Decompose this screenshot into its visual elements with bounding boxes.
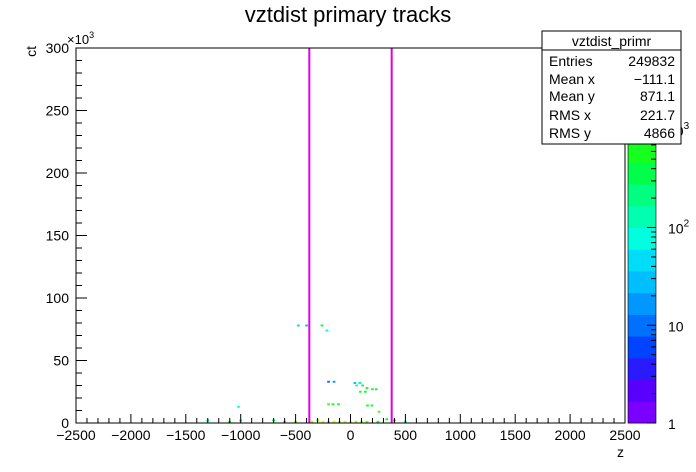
stats-mean-x-value: −111.1	[634, 71, 675, 87]
colorbar-segment	[628, 140, 656, 163]
colorbar-tick-label: 1	[668, 416, 676, 432]
x-tick-label: 1500	[500, 427, 531, 443]
heatmap-cell	[371, 388, 374, 391]
y-tick-label: 0	[61, 415, 69, 431]
colorbar: 110102103	[627, 31, 690, 432]
heatmap-cell	[343, 420, 347, 423]
heatmap-cell	[358, 382, 362, 384]
colorbar-segment	[628, 292, 656, 315]
heatmap-cell	[385, 418, 389, 421]
x-tick-label: 2000	[555, 427, 586, 443]
y-axis-multiplier: ×103	[67, 30, 94, 47]
x-axis-label: z	[617, 444, 624, 460]
colorbar-segment	[628, 314, 656, 337]
x-tick-label: 2500	[609, 427, 640, 443]
colorbar-tick-label: 10	[668, 318, 684, 334]
heatmap-cell	[363, 390, 367, 393]
heatmap-cell	[237, 405, 240, 408]
stats-rms-x-value: 221.7	[640, 107, 675, 123]
stats-entries-value: 249832	[628, 53, 675, 69]
stats-mean-x-label: Mean x	[549, 71, 595, 87]
stats-rms-y-label: RMS y	[549, 125, 591, 141]
heatmap-cell	[332, 420, 336, 423]
y-axis-multiplier-exponent: 3	[89, 30, 94, 40]
heatmap-cell	[366, 404, 369, 407]
y-tick-label: 50	[53, 353, 69, 369]
heatmap-cell	[376, 420, 380, 423]
colorbar-segment	[628, 227, 656, 250]
plot-background	[76, 48, 625, 423]
heatmap-cell	[374, 388, 378, 391]
heatmap-cell	[331, 403, 335, 406]
stats-mean-y-value: 871.1	[640, 88, 675, 104]
plot-area: −2500 −2000 −1500 −1000 −500 0 500 1000 1500 2000…	[46, 40, 641, 443]
heatmap-cell	[361, 384, 364, 387]
colorbar-segment	[628, 270, 656, 294]
colorbar-segment	[628, 162, 656, 185]
stats-rms-y-value: 4866	[644, 125, 675, 141]
heatmap-cell	[355, 384, 358, 387]
heatmap-cell	[377, 410, 381, 413]
x-tick-label: 500	[394, 427, 418, 443]
colorbar-segment	[628, 336, 656, 359]
colorbar-segment	[628, 249, 656, 272]
colorbar-segment	[628, 357, 656, 381]
y-tick-label: 150	[46, 228, 70, 244]
stats-mean-y-label: Mean y	[549, 88, 595, 104]
x-tick-label: −2500	[56, 427, 96, 443]
x-tick-label: 1000	[445, 427, 476, 443]
colorbar-segment	[628, 184, 656, 207]
heatmap-cell	[310, 420, 314, 423]
colorbar-segment	[628, 205, 656, 228]
stats-box: vztdist_primr Entries 249832 Mean x −111…	[541, 30, 682, 145]
y-tick-label: 100	[46, 290, 70, 306]
y-tick-label: 250	[46, 103, 70, 119]
y-tick-label: 300	[46, 40, 70, 56]
heatmap-cell	[320, 324, 324, 327]
x-tick-label: −2000	[111, 427, 151, 443]
heatmap-cell	[353, 382, 357, 384]
colorbar-tick-label: 102	[668, 219, 690, 237]
chart-title: vztdist primary tracks	[245, 2, 452, 27]
colorbar-segment	[628, 379, 656, 402]
stats-box-title: vztdist_primr	[572, 33, 652, 49]
x-tick-label: −500	[280, 427, 312, 443]
x-tick-label: 0	[347, 427, 355, 443]
heatmap-cell	[365, 387, 369, 389]
heatmap-cell	[359, 390, 362, 393]
heatmap-cell	[354, 420, 358, 423]
heatmap-cell	[365, 420, 369, 423]
heatmap-cell	[337, 403, 340, 406]
y-axis-label: ct	[23, 46, 39, 57]
y-axis-multiplier-base: ×10	[67, 32, 89, 47]
heatmap-cell	[327, 380, 330, 383]
heatmap-cell	[370, 404, 374, 407]
stats-entries-label: Entries	[549, 53, 593, 69]
heatmap-cell	[321, 420, 325, 423]
heatmap-cell	[325, 329, 329, 332]
colorbar-segment	[628, 401, 656, 424]
heatmap-cell	[327, 403, 330, 406]
heatmap-cell	[305, 324, 308, 327]
heatmap-cell	[332, 380, 336, 383]
heatmap-cell	[296, 324, 300, 327]
stats-rms-x-label: RMS x	[549, 107, 591, 123]
x-tick-label: −1000	[221, 427, 261, 443]
x-tick-label: −1500	[166, 427, 206, 443]
y-tick-label: 200	[46, 165, 70, 181]
